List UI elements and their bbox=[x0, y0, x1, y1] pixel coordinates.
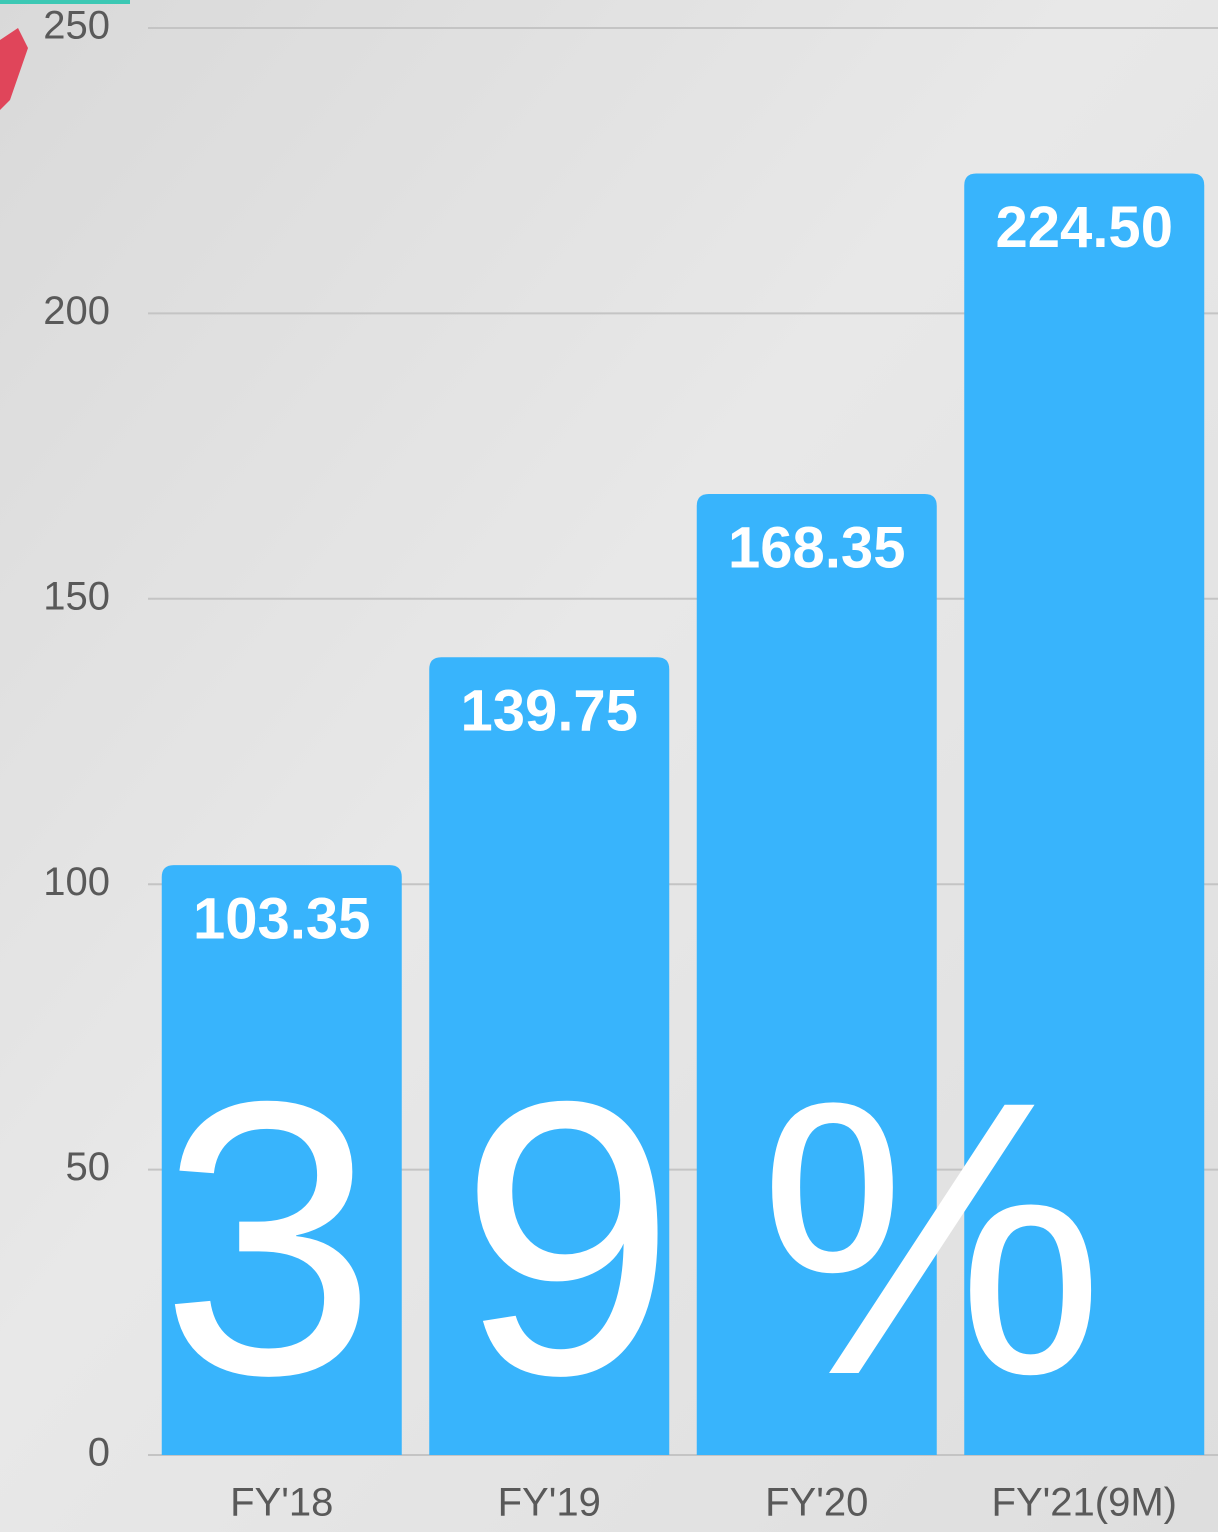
y-tick-label: 150 bbox=[43, 574, 110, 618]
value-label: 103.35 bbox=[193, 886, 370, 951]
page: 0 50 100 150 200 250 103.35 FY'18 139.75 FY'19 16… bbox=[0, 0, 1218, 1532]
value-label: 224.50 bbox=[996, 195, 1173, 260]
x-tick-label: FY'20 bbox=[765, 1481, 868, 1525]
x-tick-label: FY'18 bbox=[230, 1481, 333, 1525]
chart: 0 50 100 150 200 250 103.35 FY'18 139.75 FY'19 16… bbox=[0, 0, 1218, 1532]
value-label: 168.35 bbox=[728, 515, 905, 580]
x-tick-label: FY'21(9M) bbox=[992, 1481, 1177, 1525]
y-tick-label: 50 bbox=[66, 1145, 111, 1189]
y-tick-label: 200 bbox=[43, 289, 110, 333]
value-label: 139.75 bbox=[461, 679, 638, 744]
x-tick-label: FY'19 bbox=[498, 1481, 601, 1525]
overlay-text: 39% bbox=[160, 1020, 1105, 1456]
y-tick-label: 0 bbox=[88, 1431, 110, 1475]
y-tick-label: 250 bbox=[43, 4, 110, 48]
y-tick-label: 100 bbox=[43, 860, 110, 904]
